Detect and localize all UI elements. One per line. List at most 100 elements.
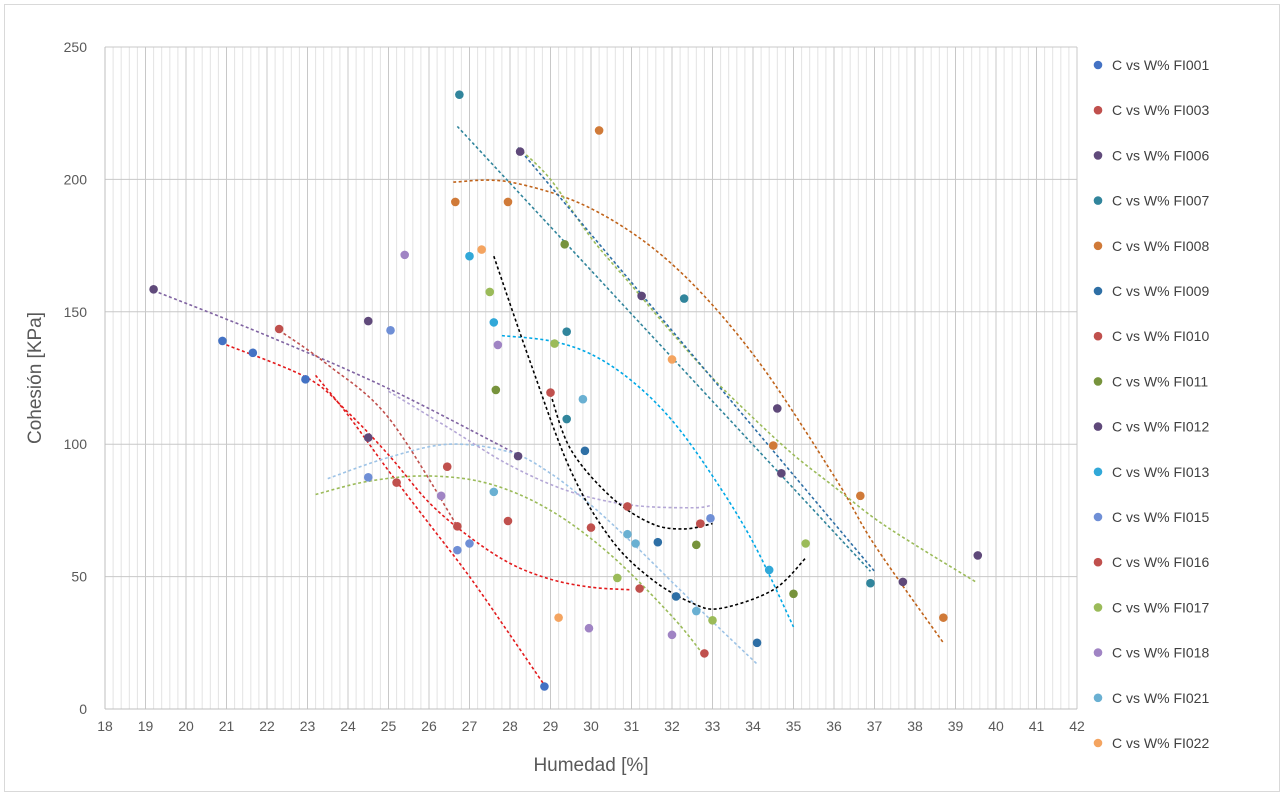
trendline [456, 125, 872, 572]
data-point [692, 606, 701, 616]
legend-entry: C vs W% FI013 [1112, 464, 1209, 480]
data-point [586, 523, 596, 532]
trendline [315, 475, 706, 657]
data-point [764, 565, 774, 575]
data-point [546, 388, 555, 397]
legend-marker [1093, 603, 1103, 612]
data-point [560, 239, 569, 249]
data-point [363, 473, 373, 482]
trendline [549, 393, 713, 530]
legend-entry: C vs W% FI009 [1112, 283, 1209, 299]
grid-layer [104, 46, 1078, 710]
data-point [898, 577, 908, 587]
legend-marker [1093, 467, 1103, 477]
data-point [493, 340, 503, 350]
data-point [489, 318, 499, 327]
x-tick-label: 34 [745, 718, 761, 734]
y-tick-label: 50 [71, 569, 87, 585]
data-point [939, 613, 948, 622]
x-tick-label: 25 [381, 718, 397, 734]
data-point [274, 324, 284, 334]
legend-marker [1093, 331, 1103, 341]
data-point [679, 294, 689, 303]
x-tick-label: 39 [948, 718, 964, 734]
data-point [631, 539, 640, 548]
trendline [517, 147, 977, 583]
x-tick-label: 42 [1069, 718, 1085, 734]
y-tick-label: 250 [64, 39, 88, 55]
data-point [363, 316, 373, 326]
data-point [455, 90, 464, 99]
data-point [554, 613, 563, 622]
x-tick-label: 36 [826, 718, 842, 734]
data-point-layer [149, 90, 983, 691]
data-point [768, 441, 778, 450]
data-point [453, 521, 462, 531]
tick-label-layer: 18 19 20 21 22 23 24 25 26 27 28 29 30 31 32 33 34 35 36 37… [64, 39, 1085, 734]
legend-entry: C vs W% FI016 [1112, 554, 1209, 570]
x-tick-label: 33 [705, 718, 721, 734]
x-tick-label: 24 [340, 718, 356, 734]
x-tick-label: 21 [219, 718, 235, 734]
x-tick-label: 28 [502, 718, 518, 734]
data-point [485, 287, 495, 297]
data-point [692, 540, 701, 550]
legend-marker [1093, 60, 1103, 70]
trendline [226, 344, 632, 591]
x-tick-label: 22 [259, 718, 275, 734]
data-point [442, 462, 452, 472]
scatter-chart: 18 19 20 21 22 23 24 25 26 27 28 29 30 31 32 33 34 35 36 37… [25, 39, 1209, 776]
trendline [153, 289, 519, 456]
data-point [400, 250, 410, 260]
data-point [477, 245, 486, 254]
legend-marker [1093, 648, 1103, 657]
data-point [540, 682, 549, 691]
x-tick-label: 26 [421, 718, 437, 734]
legend-entry: C vs W% FI011 [1112, 373, 1208, 389]
data-point [706, 514, 715, 523]
data-point [777, 469, 786, 478]
data-point [453, 545, 462, 555]
data-point [700, 649, 709, 658]
x-tick-label: 18 [97, 718, 113, 734]
y-tick-label: 100 [64, 436, 88, 452]
data-point [789, 589, 798, 599]
x-tick-label: 35 [786, 718, 802, 734]
data-point [653, 537, 663, 547]
legend-entry: C vs W% FI006 [1112, 147, 1209, 163]
legend-entry: C vs W% FI015 [1112, 509, 1209, 525]
legend-marker [1093, 512, 1103, 522]
x-tick-label: 32 [664, 718, 680, 734]
y-tick-label: 200 [64, 171, 88, 187]
data-point [594, 126, 604, 135]
y-axis-title: Cohesión [KPa] [25, 312, 46, 444]
x-tick-label: 29 [543, 718, 559, 734]
trendline-layer [153, 125, 977, 688]
data-point [550, 339, 559, 348]
legend-entry: C vs W% FI008 [1112, 238, 1209, 254]
data-point [578, 394, 588, 404]
legend: C vs W% FI001 C vs W% FI003 C vs W% FI006 C… [1093, 57, 1209, 751]
data-point [708, 615, 717, 625]
trendline [327, 443, 758, 665]
trendline [278, 329, 459, 527]
data-point [584, 623, 594, 633]
data-point [696, 519, 705, 528]
legend-marker [1093, 377, 1103, 386]
trendline [388, 390, 713, 509]
data-point [218, 336, 227, 346]
legend-marker [1093, 151, 1103, 160]
data-point [491, 385, 501, 395]
legend-marker [1093, 693, 1103, 703]
data-point [801, 539, 810, 548]
legend-entry: C vs W% FI001 [1112, 57, 1209, 73]
legend-marker [1093, 105, 1103, 115]
legend-entry: C vs W% FI007 [1112, 193, 1209, 209]
legend-entry: C vs W% FI017 [1112, 599, 1209, 615]
legend-entry: C vs W% FI010 [1112, 328, 1209, 344]
data-point [465, 251, 474, 261]
data-point [623, 529, 632, 539]
data-point [973, 551, 983, 560]
x-tick-label: 38 [907, 718, 923, 734]
data-point [513, 451, 523, 461]
